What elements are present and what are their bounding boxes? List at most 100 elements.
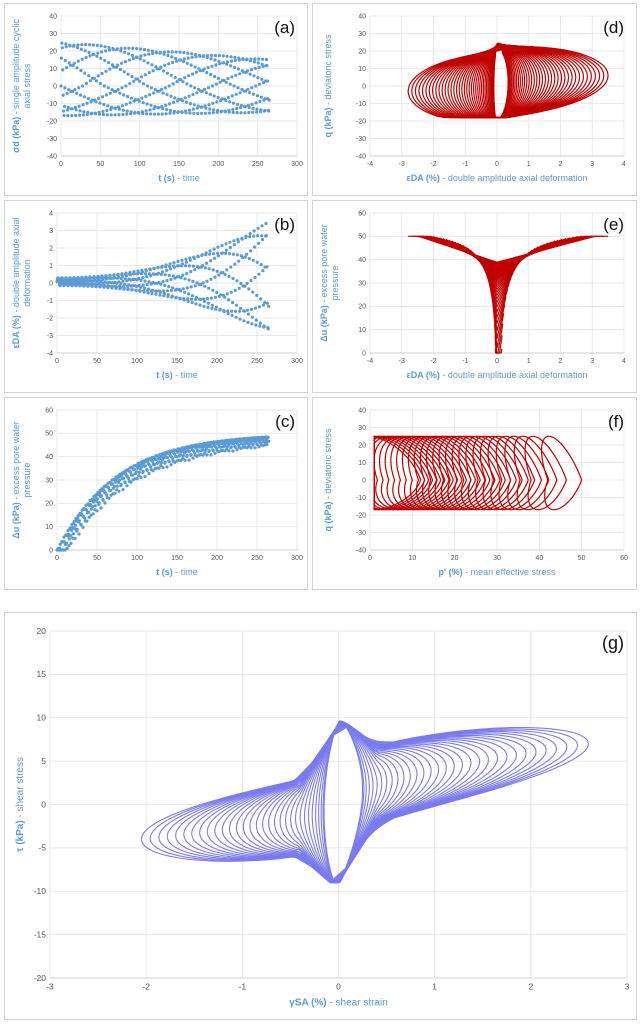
data-point bbox=[113, 113, 117, 117]
data-point bbox=[100, 275, 104, 279]
y-tick-label: 30 bbox=[358, 280, 366, 287]
x-tick-label: -3 bbox=[46, 982, 54, 992]
x-tick-label: 0 bbox=[336, 982, 341, 992]
data-point bbox=[104, 93, 108, 97]
data-point bbox=[161, 270, 165, 274]
series-loop bbox=[235, 721, 472, 884]
data-point bbox=[105, 493, 109, 497]
data-point bbox=[181, 60, 185, 64]
data-point bbox=[238, 309, 242, 313]
data-point bbox=[164, 103, 168, 107]
data-point bbox=[143, 286, 147, 290]
data-point bbox=[187, 94, 191, 98]
data-point bbox=[187, 292, 191, 296]
x-tick-label: 40 bbox=[535, 555, 543, 562]
data-point bbox=[68, 63, 73, 67]
data-point bbox=[151, 469, 155, 473]
data-point bbox=[81, 525, 85, 529]
data-point bbox=[123, 46, 127, 50]
data-point bbox=[114, 478, 118, 482]
series-loop bbox=[408, 235, 609, 263]
data-point bbox=[87, 74, 91, 78]
data-point bbox=[157, 89, 161, 93]
data-point bbox=[150, 63, 154, 67]
data-point bbox=[242, 309, 246, 313]
data-point bbox=[131, 46, 135, 51]
data-point bbox=[255, 110, 259, 114]
data-point bbox=[142, 59, 146, 63]
data-point bbox=[137, 99, 141, 103]
data-point bbox=[124, 274, 129, 278]
x-tick-label: 200 bbox=[212, 161, 224, 168]
panel-label: (d) bbox=[603, 18, 624, 37]
data-point bbox=[193, 86, 197, 90]
data-point bbox=[217, 273, 221, 277]
data-point bbox=[141, 469, 145, 473]
data-point bbox=[186, 299, 190, 303]
data-point bbox=[254, 101, 258, 105]
data-point bbox=[266, 435, 270, 439]
data-point bbox=[232, 101, 236, 105]
data-point bbox=[189, 63, 193, 67]
y-tick-label: -20 bbox=[34, 973, 47, 983]
y-tick-label: 60 bbox=[358, 210, 366, 217]
data-point bbox=[113, 491, 117, 495]
data-point bbox=[142, 47, 147, 52]
data-point bbox=[215, 290, 219, 295]
data-point bbox=[145, 275, 149, 279]
data-point bbox=[191, 279, 195, 283]
data-point bbox=[245, 69, 250, 73]
data-point bbox=[83, 516, 87, 520]
data-point bbox=[183, 264, 188, 268]
data-point bbox=[123, 60, 128, 64]
data-point bbox=[214, 63, 218, 67]
data-point bbox=[76, 516, 80, 520]
data-point bbox=[161, 91, 165, 95]
panel-label: (e) bbox=[603, 215, 624, 234]
y-axis-label: εDA (%) - double amplitude axial bbox=[11, 218, 21, 349]
data-point bbox=[116, 88, 120, 92]
data-point bbox=[170, 50, 174, 54]
x-tick-label: -1 bbox=[462, 161, 468, 168]
data-point bbox=[69, 534, 73, 538]
chart-d: -4 -3 -2 -1 0 1 2 3 4-40-30-20-10010203040(d)εDA… bbox=[323, 13, 626, 183]
data-point bbox=[124, 271, 128, 275]
data-point bbox=[165, 268, 169, 272]
data-point bbox=[212, 252, 216, 256]
data-point bbox=[190, 52, 194, 56]
data-point bbox=[118, 286, 122, 290]
data-point bbox=[75, 527, 79, 531]
data-point bbox=[104, 274, 108, 278]
data-point bbox=[57, 278, 61, 282]
data-point bbox=[133, 110, 137, 115]
data-point bbox=[107, 45, 111, 50]
series-loop bbox=[191, 723, 527, 884]
data-point bbox=[175, 455, 179, 459]
data-point bbox=[105, 108, 109, 113]
data-point bbox=[154, 292, 158, 296]
data-point bbox=[200, 105, 204, 109]
data-point bbox=[259, 263, 263, 267]
data-point bbox=[81, 103, 85, 107]
data-point bbox=[107, 496, 111, 500]
data-point bbox=[218, 80, 222, 84]
data-point bbox=[231, 276, 235, 281]
data-point bbox=[85, 101, 89, 105]
series-loop bbox=[407, 435, 472, 511]
data-point bbox=[97, 96, 101, 100]
data-point bbox=[142, 82, 146, 86]
data-point bbox=[148, 268, 152, 272]
data-point bbox=[85, 519, 89, 523]
x-tick-label: 100 bbox=[131, 358, 143, 365]
data-point bbox=[83, 71, 87, 75]
data-point bbox=[222, 309, 226, 314]
data-point bbox=[188, 111, 192, 115]
data-point bbox=[185, 271, 189, 276]
data-point bbox=[265, 79, 269, 83]
data-point bbox=[192, 111, 196, 115]
x-tick-label: 1 bbox=[527, 161, 531, 168]
data-point bbox=[175, 80, 179, 84]
data-point bbox=[209, 72, 213, 77]
data-point bbox=[84, 55, 88, 60]
panel-label: (a) bbox=[274, 18, 295, 37]
